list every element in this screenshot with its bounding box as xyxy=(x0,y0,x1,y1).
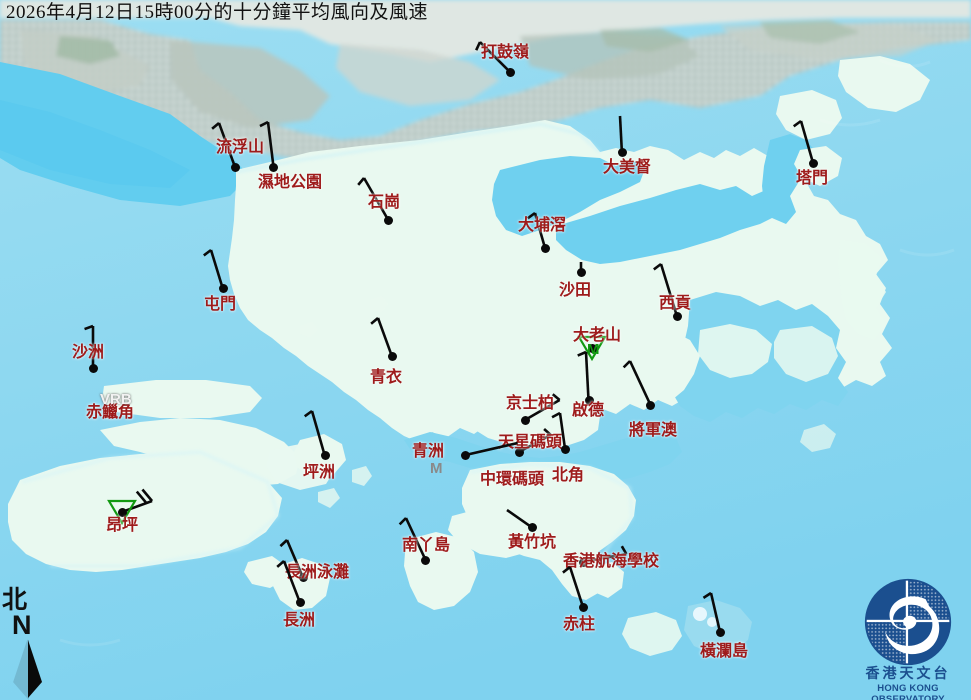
station-dot[interactable] xyxy=(520,415,530,425)
station-dot[interactable] xyxy=(320,450,330,460)
station-label: 沙洲 xyxy=(72,344,105,361)
map-title: 2026年4月12日15時00分的十分鐘平均風向及風速 xyxy=(6,2,429,23)
station-label: 石崗 xyxy=(368,194,401,211)
station-dot[interactable] xyxy=(672,311,682,321)
station-label: 天星碼頭 xyxy=(498,434,563,451)
station-label: 橫瀾島 xyxy=(700,643,749,660)
station-dot[interactable] xyxy=(584,395,594,405)
compass-label-en: N xyxy=(12,610,32,640)
mainland-urban-area xyxy=(0,0,971,160)
station-label: 大埔滘 xyxy=(518,217,567,234)
station-label: 啟德 xyxy=(572,402,605,419)
station-dot[interactable] xyxy=(578,557,588,567)
coastal-shallows xyxy=(21,122,634,569)
station-label: 沙田 xyxy=(559,282,592,299)
hong-kong-island xyxy=(462,462,636,600)
station-dot[interactable] xyxy=(715,627,725,637)
station-label: 流浮山 xyxy=(216,139,265,156)
calm-triangle-icon xyxy=(577,335,607,362)
station-dot[interactable] xyxy=(540,243,550,253)
station-dot[interactable] xyxy=(88,363,98,373)
station-label: 香港航海學校 xyxy=(563,553,660,570)
sea-texture xyxy=(59,58,955,647)
station-label: 中環碼頭 xyxy=(480,471,545,488)
compass-label-cn: 北 xyxy=(2,587,28,614)
variable-wind-flag: VRB xyxy=(100,391,132,408)
station-dot[interactable] xyxy=(576,267,586,277)
missing-data-flag: M xyxy=(587,341,600,358)
station-label: 大美督 xyxy=(603,159,652,176)
station-dot[interactable] xyxy=(645,400,655,410)
station-label: 南丫島 xyxy=(402,537,451,554)
station-dot[interactable] xyxy=(514,447,524,457)
station-dot[interactable] xyxy=(587,343,597,353)
station-dot[interactable] xyxy=(383,215,393,225)
station-dot[interactable] xyxy=(420,555,430,565)
station-dot[interactable] xyxy=(617,147,627,157)
station-label: 赤鱲角 xyxy=(86,404,135,421)
station-dot[interactable] xyxy=(578,602,588,612)
station-dot[interactable] xyxy=(218,283,228,293)
station-label: 西貢 xyxy=(659,295,692,312)
deep-bay-water xyxy=(0,62,250,206)
hko-logo: 香港天文台 HONG KONG OBSERVATORY xyxy=(852,578,964,700)
station-label: 坪洲 xyxy=(303,464,336,481)
station-dot[interactable] xyxy=(387,351,397,361)
station-label: 青衣 xyxy=(370,369,403,386)
logo-name-cn: 香港天文台 xyxy=(865,667,951,682)
station-label: 大老山 xyxy=(573,327,622,344)
station-dot[interactable] xyxy=(505,67,515,77)
station-dot[interactable] xyxy=(230,162,240,172)
station-label: 北角 xyxy=(552,467,585,484)
station-dot[interactable] xyxy=(560,444,570,454)
station-label: 青洲 xyxy=(412,443,445,460)
station-label: 赤柱 xyxy=(563,616,596,633)
station-label: 黃竹坑 xyxy=(508,534,557,551)
compass-rose: 北 N xyxy=(2,588,60,700)
logo-name-en: HONG KONG OBSERVATORY xyxy=(871,683,945,700)
station-label: 塔門 xyxy=(796,170,829,187)
sai-kung-waters xyxy=(634,56,930,422)
hko-logo-icon xyxy=(864,578,952,666)
north-arrow-icon xyxy=(13,639,42,700)
station-dot[interactable] xyxy=(808,158,818,168)
station-dot[interactable] xyxy=(298,572,308,582)
station-label: 長洲泳灘 xyxy=(285,564,350,581)
station-label: 屯門 xyxy=(204,296,237,313)
station-label: 昂坪 xyxy=(106,517,139,534)
missing-data-flag: M xyxy=(430,460,443,477)
station-dot[interactable] xyxy=(527,522,537,532)
station-dot[interactable] xyxy=(295,597,305,607)
station-label: 打鼓嶺 xyxy=(481,44,530,61)
station-label: 京士柏 xyxy=(506,395,555,412)
station-label: 將軍澳 xyxy=(629,422,678,439)
calm-triangle-icon xyxy=(107,499,137,526)
station-label: 長洲 xyxy=(283,612,316,629)
station-dot[interactable] xyxy=(460,450,470,460)
station-label: 濕地公園 xyxy=(258,174,323,191)
station-dot[interactable] xyxy=(268,162,278,172)
station-dot[interactable] xyxy=(117,507,127,517)
